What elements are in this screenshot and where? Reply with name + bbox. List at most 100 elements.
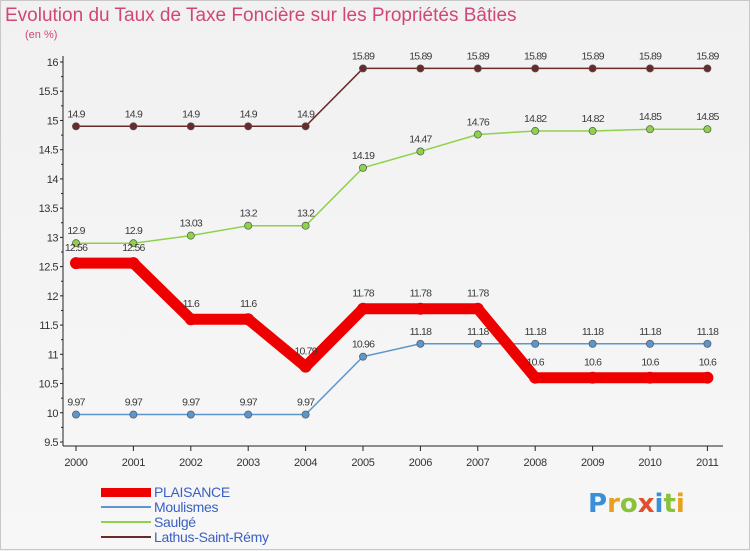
- data-label: 11.18: [467, 326, 489, 338]
- data-point: [72, 410, 80, 419]
- data-point: [646, 125, 654, 134]
- data-label: 15.89: [467, 50, 490, 62]
- data-label: 10.96: [352, 339, 375, 351]
- data-point: [184, 313, 197, 326]
- data-label: 9.97: [182, 397, 200, 409]
- brand-letter: i: [675, 489, 685, 519]
- y-tick-label: 11.5: [39, 320, 58, 332]
- y-tick-label: 15.5: [39, 86, 59, 98]
- x-tick-label: 2002: [179, 457, 202, 469]
- legend-swatch: [101, 521, 151, 523]
- legend-item: PLAISANCE: [101, 484, 361, 500]
- data-point: [129, 239, 138, 248]
- data-label: 14.76: [467, 116, 490, 128]
- data-point: [644, 371, 656, 384]
- data-label: 9.97: [240, 397, 258, 409]
- legend-item: Saulgé: [101, 514, 361, 530]
- data-label: 15.89: [581, 50, 604, 62]
- data-point: [646, 339, 654, 348]
- data-label: 10.6: [699, 357, 717, 369]
- data-label: 15.89: [639, 50, 662, 62]
- data-label: 11.18: [697, 326, 719, 338]
- data-label: 12.9: [67, 225, 85, 237]
- chart-title: Evolution du Taux de Taxe Foncière sur l…: [5, 5, 517, 26]
- data-label: 11.78: [410, 288, 432, 300]
- data-label: 9.97: [125, 397, 143, 409]
- data-label: 15.89: [409, 50, 432, 62]
- data-label: 14.9: [67, 108, 85, 120]
- x-tick-label: 2011: [696, 457, 719, 469]
- data-label: 12.9: [125, 225, 143, 237]
- data-label: 10.6: [527, 357, 545, 369]
- data-point: [471, 302, 484, 315]
- data-label: 10.6: [584, 357, 602, 369]
- data-point: [414, 302, 427, 315]
- y-tick-label: 12: [47, 291, 59, 303]
- data-label: 14.9: [240, 108, 258, 120]
- data-label: 15.89: [352, 50, 375, 62]
- data-label: 11.78: [467, 288, 489, 300]
- brand-letter: i: [654, 489, 664, 519]
- y-tick-label: 16: [47, 57, 59, 69]
- y-tick-label: 15: [47, 115, 59, 127]
- data-point: [299, 360, 312, 373]
- data-label: 10.6: [641, 357, 659, 369]
- y-tick-label: 10: [47, 408, 59, 420]
- brand-letter: r: [607, 489, 620, 519]
- data-point: [416, 147, 425, 156]
- data-point: [301, 410, 310, 419]
- data-label: 12.56: [65, 242, 88, 254]
- data-label: 9.97: [67, 397, 85, 409]
- series-line: [75, 343, 709, 416]
- x-tick-label: 2005: [351, 457, 374, 469]
- brand-letter: t: [663, 489, 676, 519]
- legend-item: Lathus-Saint-Rémy: [101, 529, 361, 545]
- data-point: [359, 64, 367, 73]
- data-label: 14.9: [297, 108, 315, 120]
- data-label: 13.2: [240, 208, 258, 220]
- data-point: [473, 64, 482, 73]
- legend-label: Moulismes: [154, 499, 219, 515]
- data-point: [127, 257, 140, 270]
- x-tick-label: 2003: [237, 457, 260, 469]
- data-point: [473, 130, 482, 139]
- data-label: 11.18: [524, 326, 546, 338]
- data-point: [588, 64, 597, 73]
- data-label: 14.47: [409, 133, 432, 145]
- data-point: [186, 231, 195, 240]
- data-point: [186, 122, 195, 131]
- data-label: 13.03: [180, 218, 203, 230]
- data-point: [70, 257, 82, 270]
- y-tick-label: 14: [47, 174, 59, 186]
- y-tick-label: 13.5: [39, 203, 59, 215]
- data-label: 11.6: [240, 298, 257, 310]
- x-tick-label: 2010: [638, 457, 661, 469]
- data-point: [588, 127, 597, 135]
- x-tick-label: 2000: [64, 457, 87, 469]
- x-tick-label: 2001: [122, 457, 145, 469]
- data-label: 15.89: [696, 50, 719, 62]
- data-point: [244, 410, 253, 419]
- data-point: [186, 410, 195, 419]
- data-label: 11.6: [183, 298, 200, 310]
- data-label: 14.82: [524, 113, 547, 125]
- data-point: [703, 125, 712, 134]
- data-point: [531, 127, 540, 135]
- data-point: [242, 313, 255, 326]
- data-point: [301, 122, 310, 131]
- y-tick-label: 11: [48, 349, 59, 361]
- legend-swatch: [101, 488, 151, 497]
- legend-swatch: [101, 506, 151, 508]
- data-label: 14.85: [639, 111, 662, 123]
- data-label: 15.89: [524, 50, 547, 62]
- y-tick-label: 9.5: [44, 437, 58, 449]
- data-label: 11.18: [410, 326, 432, 338]
- brand-letter: o: [619, 489, 638, 519]
- data-label: 11.78: [352, 288, 374, 300]
- y-tick-label: 13: [47, 232, 59, 244]
- data-point: [473, 339, 482, 348]
- x-tick-label: 2004: [294, 457, 317, 469]
- data-label: 11.18: [639, 326, 661, 338]
